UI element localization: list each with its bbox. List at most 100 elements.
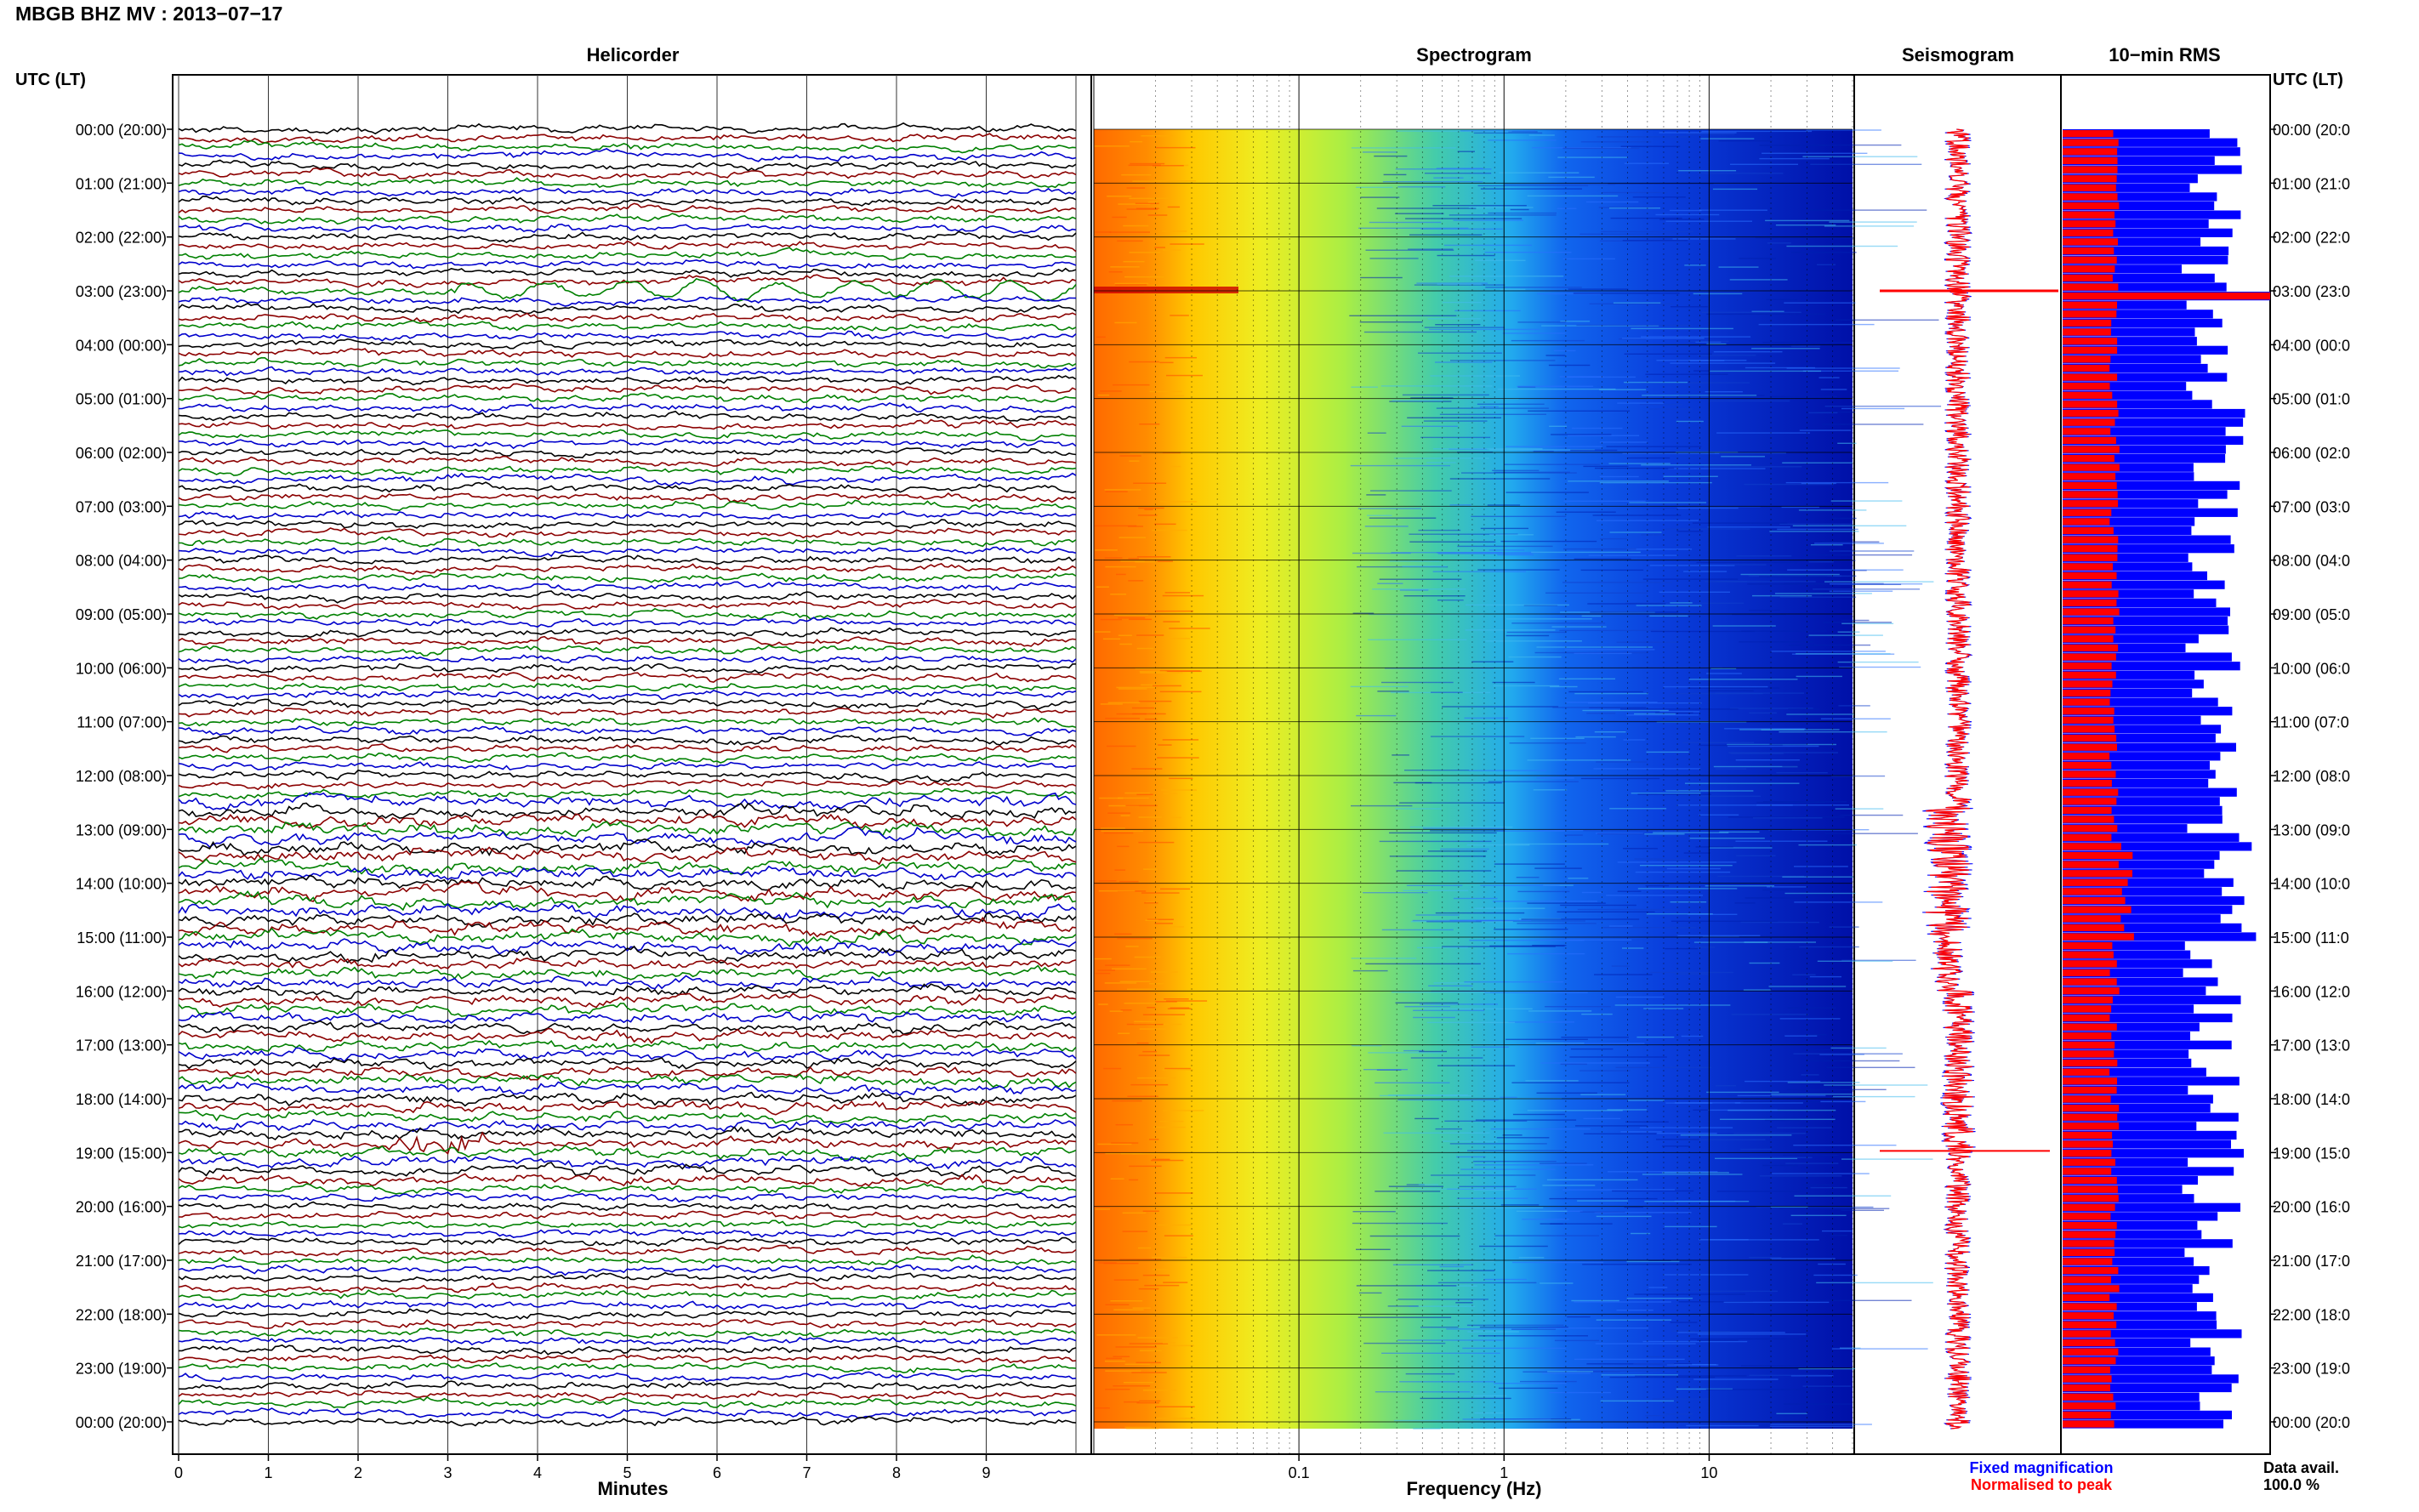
spectrogram-noise	[1442, 706, 1559, 708]
spectrogram-noise	[1568, 691, 1643, 693]
rms-bar-fixed	[2063, 1302, 2197, 1311]
spectrogram-noise	[1126, 1428, 1159, 1430]
spectrogram-noise	[1118, 537, 1146, 538]
spectrogram-noise	[1133, 482, 1167, 484]
spectrogram-noise	[1576, 324, 1692, 327]
spectrogram-noise	[1739, 641, 1814, 643]
spectrogram-noise	[1418, 352, 1502, 354]
rms-bar-normalised	[2063, 1203, 2115, 1211]
spectrogram-noise	[1527, 759, 1631, 761]
rms-bar-fixed	[2063, 1212, 2218, 1221]
spectrogram-noise	[1143, 1390, 1176, 1391]
spectrogram-noise	[1571, 427, 1623, 429]
rms-bar-fixed	[2063, 454, 2226, 463]
spectrogram-noise	[1777, 528, 1858, 531]
helicorder-trace	[178, 1281, 1077, 1293]
spectrogram-noise	[1735, 840, 1828, 842]
spectrogram-noise	[1152, 1256, 1187, 1259]
time-label-left: 11:00 (07:00)	[77, 714, 167, 731]
spectrogram-noise	[1727, 816, 1845, 818]
rms-bar-fixed	[2063, 733, 2216, 743]
helicorder-trace	[178, 186, 1077, 199]
spectrogram-noise	[1113, 1309, 1144, 1310]
helicorder-trace	[178, 865, 1077, 881]
spectrogram-noise	[1829, 550, 1915, 552]
helicorder-trace	[178, 509, 1077, 520]
spectrogram-noise	[1360, 276, 1403, 279]
spectrogram-noise	[1162, 739, 1199, 741]
rms-bar-fixed	[2063, 382, 2187, 391]
rms-bar-fixed	[2063, 1104, 2211, 1113]
time-label-left: 05:00 (01:00)	[76, 391, 167, 408]
spectrogram-noise	[1500, 1204, 1540, 1206]
helicorder-trace	[178, 1109, 1077, 1124]
helicorder-trace	[178, 1027, 1077, 1044]
spectrogram-noise	[1652, 1398, 1709, 1400]
spectrogram-noise	[1794, 901, 1883, 903]
spectrogram-noise	[1620, 145, 1681, 147]
rms-bar-fixed	[2063, 715, 2201, 725]
helicorder-title: Helicorder	[587, 44, 680, 65]
spectrogram-noise	[1739, 258, 1776, 259]
rms-bar-fixed	[2063, 580, 2225, 589]
spectrogram-noise	[1113, 1279, 1139, 1281]
helicorder-trace	[178, 1155, 1077, 1170]
spectrogram-noise	[1119, 880, 1139, 883]
rms-bar-fixed	[2063, 805, 2223, 816]
rms-bar-normalised	[2063, 328, 2111, 336]
spectrogram-noise	[1388, 1185, 1443, 1187]
spectrogram-noise	[1504, 463, 1601, 465]
spectrogram-noise	[1841, 1158, 1933, 1160]
spectrogram-noise	[1116, 713, 1147, 715]
spectrogram-noise	[1430, 375, 1520, 377]
spectrogram-noise	[1356, 186, 1393, 188]
spectrogram-noise	[1688, 913, 1738, 915]
spectrogram-noise	[1736, 555, 1792, 557]
spectrogram-noise	[1755, 237, 1853, 239]
spectrogram-noise	[1537, 293, 1601, 295]
spectrogram-noise	[1473, 1189, 1511, 1191]
rms-bar-fixed	[2063, 508, 2238, 517]
rms-bar-normalised	[2063, 554, 2118, 561]
helicorder-trace	[178, 689, 1077, 701]
spectrogram-noise	[1767, 242, 1791, 244]
spectrogram-noise	[1715, 1157, 1798, 1159]
spectrogram-noise	[1141, 135, 1173, 137]
rms-bar-fixed	[2063, 526, 2192, 536]
spectrogram-noise	[1740, 1148, 1772, 1151]
helicorder-trace	[178, 890, 1077, 912]
spectrogram-noise	[1831, 517, 1857, 520]
spectrogram-noise	[1113, 614, 1149, 616]
spectrogram-noise	[1414, 1117, 1439, 1120]
spectrogram-noise	[1528, 410, 1631, 412]
spectrogram-noise	[1108, 804, 1139, 807]
spectrogram-noise	[1118, 797, 1149, 799]
spectrogram-noise	[1489, 534, 1534, 536]
spectrogram-noise	[1435, 324, 1481, 326]
spectrogram-noise	[1664, 1225, 1717, 1228]
spectrogram-noise	[1653, 832, 1729, 833]
spectrogram-noise	[1138, 507, 1164, 509]
spectrogram-noise	[1455, 1302, 1473, 1304]
spectrogram-noise	[1779, 731, 1887, 733]
utc-label-left: UTC (LT)	[15, 71, 86, 89]
rms-bar-fixed	[2063, 129, 2210, 139]
spectrogram-noise	[1550, 1223, 1613, 1225]
rms-bar-normalised	[2063, 635, 2114, 643]
spectrogram-noise	[1105, 491, 1128, 492]
spectrogram-noise	[1779, 523, 1853, 526]
helicorder-trace	[178, 761, 1077, 771]
spectrogram-noise	[1716, 1085, 1736, 1087]
rms-bar-normalised	[2063, 364, 2110, 372]
spectrogram-noise	[1820, 1100, 1866, 1103]
spectrogram-noise	[1439, 1265, 1464, 1268]
spectrogram-noise	[1431, 1174, 1536, 1176]
spectrogram-noise	[1787, 1007, 1836, 1009]
spectrogram-noise	[1457, 545, 1553, 548]
spectrogram-noise	[1699, 814, 1739, 816]
rms-bar-normalised	[2063, 1077, 2117, 1085]
spectrogram-noise	[1642, 1340, 1748, 1343]
spectrogram-noise	[1144, 1284, 1180, 1287]
spectrogram-noise	[1669, 209, 1702, 212]
helicorder-trace	[178, 1126, 1077, 1141]
